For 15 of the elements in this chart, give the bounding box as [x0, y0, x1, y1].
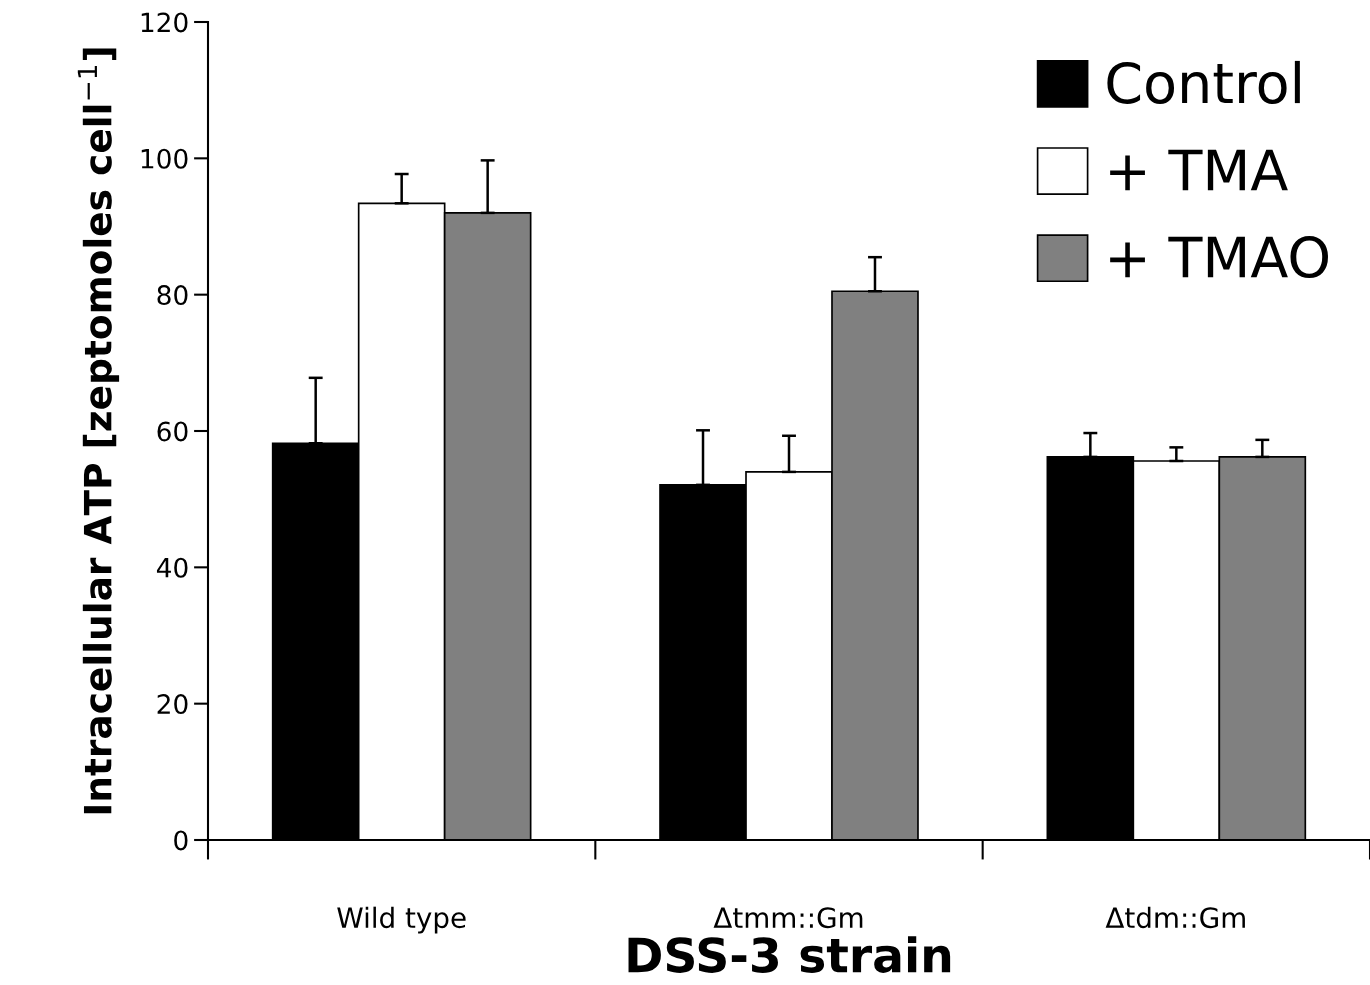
y-tick-label: 100 — [141, 148, 188, 169]
x-tick-label: Δtdm::Gm — [1105, 906, 1245, 929]
y-tick-label: 120 — [141, 12, 188, 33]
legend-label: + TMAO — [1110, 236, 1328, 279]
x-tick-label: Wild type — [337, 906, 466, 934]
x-axis-title: DSS-3 strain — [628, 936, 951, 973]
y-tick-label: 20 — [157, 694, 188, 715]
y-tick-label: 80 — [157, 285, 188, 306]
y-tick-label: 60 — [157, 421, 188, 442]
y-tick-label: 40 — [156, 557, 188, 578]
y-tick-label: 0 — [174, 830, 188, 851]
x-tick-label: Δtmm::Gm — [713, 907, 863, 929]
legend-label: + TMA — [1110, 149, 1288, 191]
y-axis-title: Intracellular ATP [zeptomoles cell$^{−1}$] — [77, 48, 120, 814]
legend-label: Control — [1107, 60, 1300, 104]
